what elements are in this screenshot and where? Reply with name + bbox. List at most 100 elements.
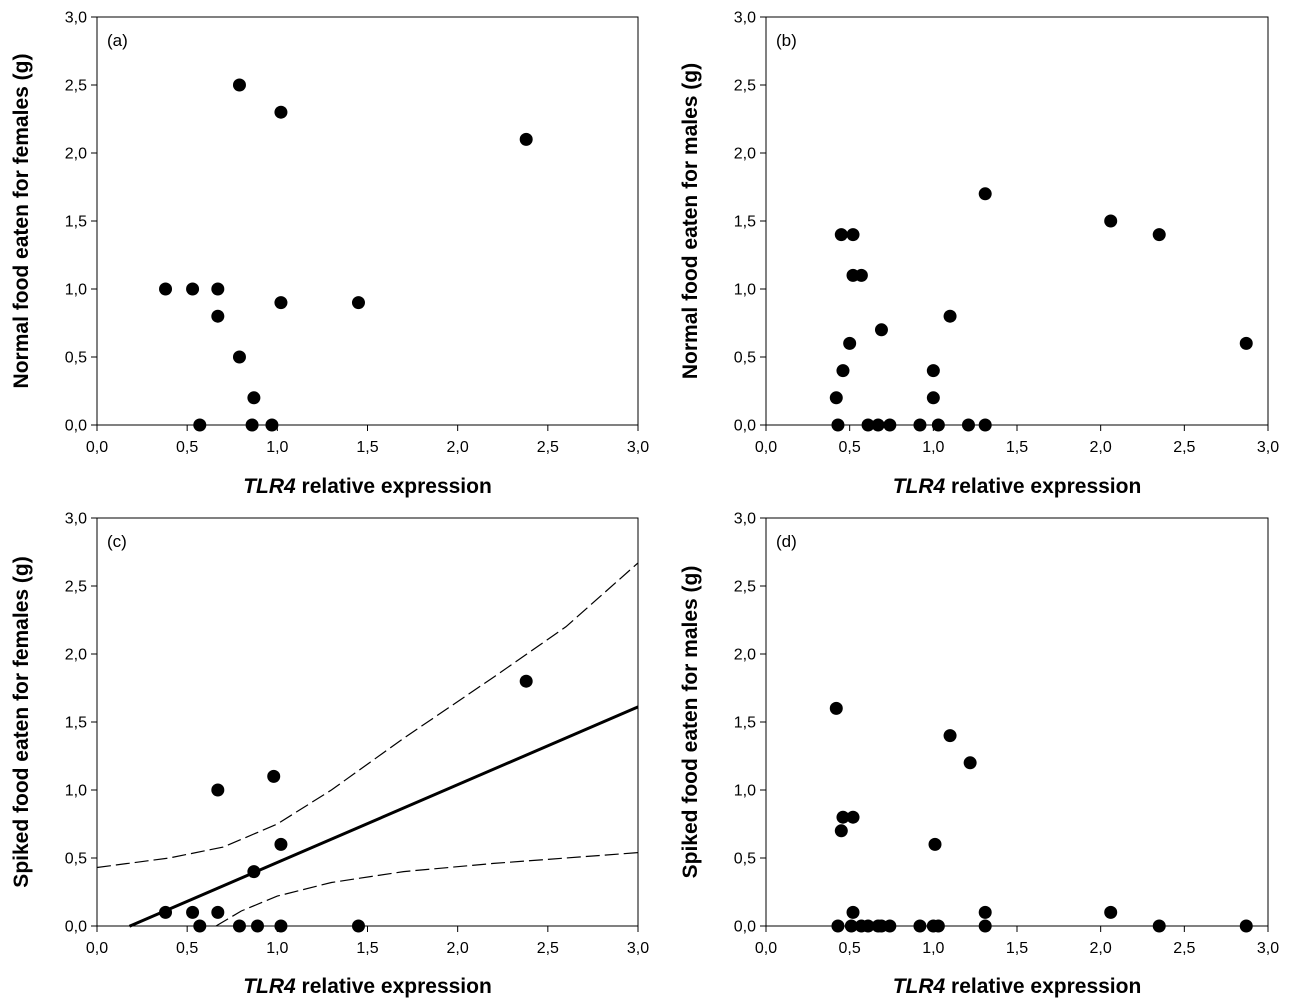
x-axis-title-italic-d: TLR4 — [893, 975, 946, 998]
x-tick-label-c-6: 3,0 — [627, 940, 649, 957]
panel-label-a: (a) — [107, 31, 128, 50]
data-point-b-18 — [978, 187, 992, 201]
data-point-b-17 — [961, 418, 975, 432]
y-tick-label-c-2: 1,0 — [65, 783, 87, 800]
y-tick-label-a-6: 3,0 — [65, 10, 87, 27]
data-point-d-6 — [844, 919, 858, 933]
data-point-a-3 — [211, 309, 225, 323]
x-tick-label-a-5: 2,5 — [537, 439, 559, 456]
confidence-band-upper-c — [96, 562, 639, 869]
data-point-d-3 — [846, 810, 860, 824]
panel-label-b: (b) — [776, 31, 797, 50]
data-point-b-0 — [834, 228, 848, 242]
y-tick-label-d-6: 3,0 — [734, 511, 756, 528]
data-point-b-7 — [831, 418, 845, 432]
y-tick-label-a-1: 0,5 — [65, 350, 87, 367]
data-point-d-4 — [846, 905, 860, 919]
y-tick-label-a-0: 0,0 — [65, 418, 87, 435]
data-point-b-6 — [829, 391, 843, 405]
data-point-b-19 — [978, 418, 992, 432]
x-tick-label-c-0: 0,0 — [86, 940, 108, 957]
x-axis-title-rest-d: relative expression — [945, 975, 1141, 998]
y-tick-label-a-5: 2,5 — [65, 78, 87, 95]
data-point-c-8 — [267, 769, 281, 783]
data-point-d-0 — [829, 701, 843, 715]
x-tick-label-c-1: 0,5 — [176, 940, 198, 957]
y-tick-label-b-4: 2,0 — [734, 146, 756, 163]
data-point-d-11 — [883, 919, 897, 933]
data-point-b-14 — [926, 391, 940, 405]
data-point-c-5 — [232, 919, 246, 933]
y-tick-label-a-3: 1,5 — [65, 214, 87, 231]
data-point-a-9 — [232, 350, 246, 364]
plot-frame-d — [765, 517, 1269, 927]
x-axis-title-italic-c: TLR4 — [243, 975, 296, 998]
data-point-c-9 — [274, 837, 288, 851]
x-tick-label-a-3: 1,5 — [356, 439, 378, 456]
data-point-a-4 — [232, 78, 246, 92]
data-point-b-8 — [874, 323, 888, 337]
data-point-d-21 — [1152, 919, 1166, 933]
data-point-d-1 — [834, 824, 848, 838]
data-point-d-19 — [978, 919, 992, 933]
x-axis-title-b: TLR4 relative expression — [893, 475, 1142, 498]
data-point-d-5 — [831, 919, 845, 933]
data-point-d-22 — [1239, 919, 1253, 933]
data-point-a-8 — [519, 132, 533, 146]
x-tick-label-d-1: 0,5 — [839, 940, 861, 957]
data-point-b-16 — [943, 309, 957, 323]
y-tick-label-b-1: 0,5 — [734, 350, 756, 367]
x-tick-label-b-3: 1,5 — [1006, 439, 1028, 456]
data-point-c-1 — [186, 905, 200, 919]
x-tick-label-a-0: 0,0 — [86, 439, 108, 456]
y-axis-title-c: Spiked food eaten for females (g) — [10, 556, 33, 887]
y-tick-label-c-0: 0,0 — [65, 919, 87, 936]
y-tick-label-d-2: 1,0 — [734, 783, 756, 800]
data-point-b-22 — [1239, 336, 1253, 350]
data-point-b-1 — [846, 228, 860, 242]
y-tick-label-d-1: 0,5 — [734, 851, 756, 868]
data-point-a-11 — [193, 418, 207, 432]
data-point-c-12 — [519, 674, 533, 688]
y-tick-label-d-3: 1,5 — [734, 715, 756, 732]
data-point-b-13 — [926, 364, 940, 378]
y-tick-label-b-6: 3,0 — [734, 10, 756, 27]
data-point-b-15 — [931, 418, 945, 432]
data-point-a-1 — [186, 282, 200, 296]
data-point-c-11 — [351, 919, 365, 933]
x-tick-label-a-1: 0,5 — [176, 439, 198, 456]
data-point-b-5 — [836, 364, 850, 378]
data-point-c-6 — [247, 865, 261, 879]
data-point-a-6 — [274, 296, 288, 310]
x-tick-label-a-4: 2,0 — [447, 439, 469, 456]
x-axis-title-d: TLR4 relative expression — [893, 975, 1142, 998]
x-axis-title-rest-a: relative expression — [296, 475, 492, 498]
x-tick-label-b-5: 2,5 — [1173, 439, 1195, 456]
data-point-a-13 — [265, 418, 279, 432]
y-tick-label-b-3: 1,5 — [734, 214, 756, 231]
data-point-b-21 — [1152, 228, 1166, 242]
panel-label-d: (d) — [776, 532, 797, 551]
data-point-c-10 — [274, 919, 288, 933]
data-point-a-2 — [211, 282, 225, 296]
y-axis-title-d: Spiked food eaten for males (g) — [679, 566, 702, 879]
y-tick-label-b-0: 0,0 — [734, 418, 756, 435]
y-tick-label-a-2: 1,0 — [65, 282, 87, 299]
x-tick-label-b-2: 1,0 — [922, 439, 944, 456]
y-axis-title-b: Normal food eaten for males (g) — [679, 63, 702, 379]
y-tick-label-d-4: 2,0 — [734, 647, 756, 664]
data-point-d-18 — [978, 905, 992, 919]
y-tick-label-d-5: 2,5 — [734, 579, 756, 596]
data-point-d-20 — [1104, 905, 1118, 919]
y-tick-label-b-5: 2,5 — [734, 78, 756, 95]
data-point-c-7 — [250, 919, 264, 933]
x-tick-label-c-4: 2,0 — [447, 940, 469, 957]
y-tick-label-c-1: 0,5 — [65, 851, 87, 868]
x-tick-label-d-0: 0,0 — [755, 940, 777, 957]
data-point-a-10 — [247, 391, 261, 405]
data-point-d-17 — [963, 756, 977, 770]
x-axis-title-c: TLR4 relative expression — [243, 975, 492, 998]
x-axis-title-a: TLR4 relative expression — [243, 475, 492, 498]
